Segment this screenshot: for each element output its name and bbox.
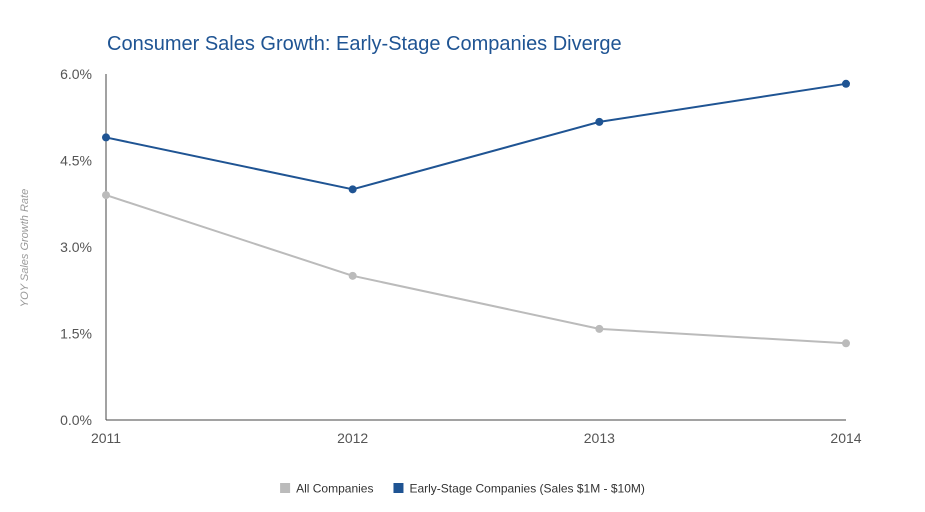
legend-swatch (393, 483, 404, 493)
x-tick-label: 2011 (91, 430, 121, 446)
data-point[interactable] (348, 271, 357, 280)
data-point[interactable] (595, 324, 604, 333)
x-axis-ticks: 2011 2012 2013 2014 (91, 430, 862, 446)
data-point[interactable] (348, 185, 357, 194)
data-point[interactable] (842, 339, 850, 348)
y-tick-label: 0.0% (60, 412, 92, 428)
data-point[interactable] (842, 79, 850, 88)
series-line (105, 194, 847, 345)
legend-item[interactable]: Early-Stage Companies (Sales $1M - $10M) (393, 482, 645, 496)
legend-item[interactable]: All Companies (280, 482, 373, 496)
y-tick-label: 6.0% (60, 66, 92, 82)
data-point[interactable] (102, 191, 110, 200)
legend-label: All Companies (296, 482, 373, 496)
legend-label: Early-Stage Companies (Sales $1M - $10M) (409, 482, 644, 496)
y-tick-label: 4.5% (60, 153, 92, 169)
data-point[interactable] (102, 133, 110, 142)
chart-title: Consumer Sales Growth: Early-Stage Compa… (107, 33, 622, 55)
y-tick-label: 1.5% (60, 326, 92, 342)
x-tick-label: 2013 (584, 430, 615, 446)
series-layer (102, 79, 850, 348)
y-tick-label: 3.0% (60, 239, 92, 255)
y-axis-ticks: 0.0% 1.5% 3.0% 4.5% 6.0% (60, 66, 92, 428)
plot-area: 0.0% 1.5% 3.0% 4.5% 6.0% 2011 2012 2013 2014 (60, 66, 862, 446)
x-tick-label: 2014 (830, 430, 861, 446)
legend-swatch (280, 483, 291, 493)
series-1 (102, 79, 850, 194)
series-0 (102, 191, 850, 348)
y-axis-title: YOY Sales Growth Rate (19, 189, 31, 307)
data-point[interactable] (595, 117, 604, 126)
series-line (105, 82, 847, 191)
x-tick-label: 2012 (337, 430, 368, 446)
legend[interactable]: All Companies Early-Stage Companies (Sale… (280, 482, 645, 496)
